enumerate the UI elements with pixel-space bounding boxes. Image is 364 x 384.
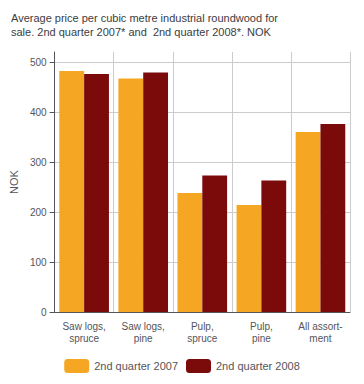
- svg-text:100: 100: [30, 257, 47, 268]
- svg-text:pine: pine: [252, 333, 271, 344]
- svg-text:Saw logs,: Saw logs,: [62, 321, 105, 332]
- svg-text:Saw logs,: Saw logs,: [122, 321, 165, 332]
- svg-text:300: 300: [30, 157, 47, 168]
- svg-text:400: 400: [30, 107, 47, 118]
- svg-text:ment: ment: [309, 333, 331, 344]
- svg-text:2nd quarter 2007: 2nd quarter 2007: [94, 360, 178, 372]
- svg-text:2nd quarter 2008: 2nd quarter 2008: [216, 360, 300, 372]
- svg-text:sale. 2nd quarter 2007* and 2: sale. 2nd quarter 2007* and 2nd quarter …: [11, 26, 272, 38]
- svg-text:spruce: spruce: [69, 333, 99, 344]
- svg-text:Pulp,: Pulp,: [250, 321, 273, 332]
- svg-text:All assort-: All assort-: [298, 321, 342, 332]
- svg-text:pine: pine: [134, 333, 153, 344]
- svg-text:Average price per cubic metre: Average price per cubic metre industrial…: [11, 12, 278, 24]
- svg-text:Pulp,: Pulp,: [191, 321, 214, 332]
- svg-text:spruce: spruce: [187, 333, 217, 344]
- svg-text:200: 200: [30, 207, 47, 218]
- svg-text:NOK: NOK: [8, 169, 20, 194]
- svg-text:500: 500: [30, 57, 47, 68]
- svg-text:0: 0: [41, 307, 47, 318]
